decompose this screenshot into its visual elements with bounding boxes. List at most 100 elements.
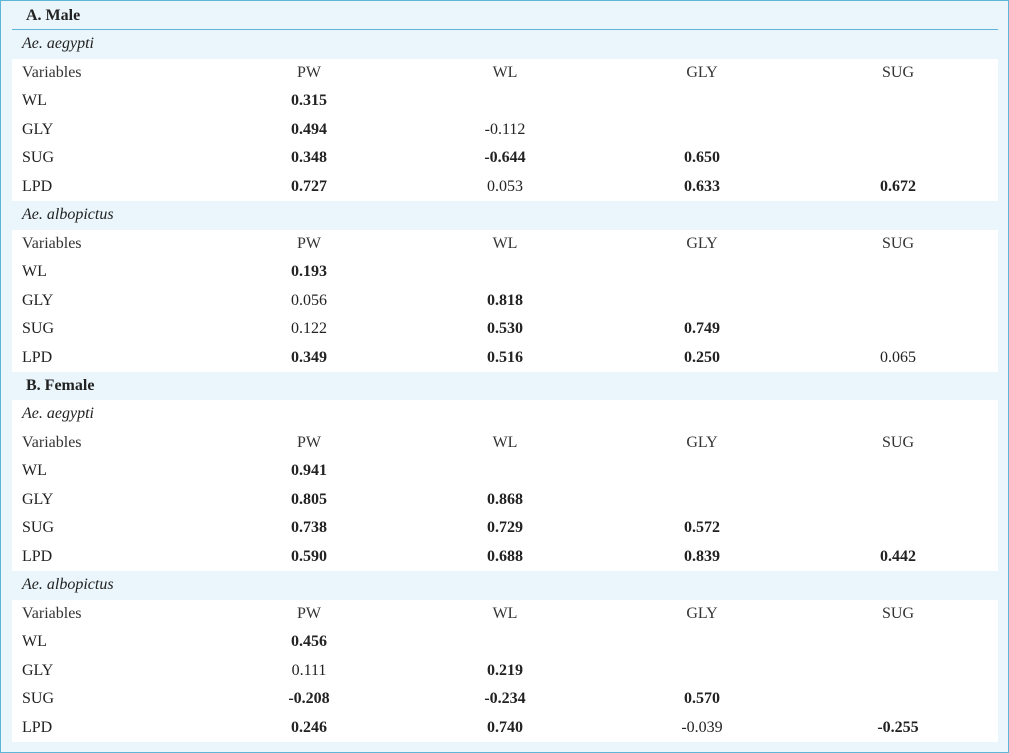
column-header-pw: PW	[297, 234, 321, 252]
row-label: GLY	[22, 661, 54, 679]
cell-wl: -0.112	[484, 120, 526, 138]
cell-gly: 0.839	[684, 547, 720, 565]
column-header-sug: SUG	[881, 433, 915, 451]
column-header-wl: WL	[492, 604, 518, 622]
table-row: GLY 0.805 0.868	[12, 485, 998, 514]
table-row: GLY 0.494 -0.112	[12, 115, 998, 144]
correlation-table: A. Male Ae. aegypti Variables PW WL GLY …	[12, 2, 998, 742]
table-row: GLY 0.056 0.818	[12, 286, 998, 315]
column-header-row: Variables PW WL GLY SUG	[12, 229, 998, 258]
cell-pw: 0.456	[291, 633, 327, 650]
cell-pw: 0.315	[291, 92, 327, 109]
cell-wl: 0.219	[487, 661, 523, 679]
column-header-wl: WL	[492, 433, 518, 451]
table-row: WL 0.941	[12, 457, 998, 486]
row-label: LPD	[22, 547, 53, 565]
row-label: WL	[22, 633, 47, 650]
row-label: LPD	[22, 348, 53, 366]
column-header-variables: Variables	[22, 604, 82, 622]
column-header-wl: WL	[492, 63, 518, 81]
cell-pw: 0.056	[291, 291, 327, 309]
cell-gly: 0.250	[684, 348, 720, 366]
species-row: Ae. aegypti	[12, 30, 998, 59]
column-header-sug: SUG	[881, 63, 915, 81]
row-label: WL	[22, 263, 47, 280]
table-row: LPD 0.590 0.688 0.839 0.442	[12, 542, 998, 571]
table-row: SUG -0.208 -0.234 0.570	[12, 685, 998, 714]
row-label: SUG	[22, 149, 55, 166]
species-name: Ae. aegypti	[22, 405, 94, 422]
row-label: GLY	[22, 490, 54, 508]
cell-gly: 0.749	[684, 320, 720, 337]
cell-pw: 0.122	[291, 320, 327, 337]
table-row: LPD 0.727 0.053 0.633 0.672	[12, 172, 998, 201]
cell-gly: 0.650	[684, 149, 720, 166]
cell-pw: 0.349	[291, 348, 327, 366]
column-header-pw: PW	[297, 433, 321, 451]
cell-pw: 0.941	[291, 462, 327, 479]
species-name: Ae. albopictus	[22, 206, 114, 223]
cell-wl: 0.868	[487, 490, 523, 508]
row-label: LPD	[22, 177, 53, 195]
cell-pw: 0.193	[291, 263, 327, 280]
table-row: LPD 0.349 0.516 0.250 0.065	[12, 343, 998, 372]
cell-gly: -0.039	[681, 718, 723, 736]
species-row: Ae. aegypti	[12, 400, 998, 429]
cell-gly: 0.572	[684, 519, 720, 536]
cell-wl: 0.740	[487, 718, 523, 736]
section-title: A. Male	[26, 7, 81, 24]
row-label: GLY	[22, 291, 54, 309]
section-title: B. Female	[26, 377, 95, 394]
column-header-gly: GLY	[686, 63, 718, 81]
cell-wl: 0.688	[487, 547, 523, 565]
row-label: SUG	[22, 320, 55, 337]
cell-wl: 0.516	[487, 348, 523, 366]
column-header-gly: GLY	[686, 234, 718, 252]
species-row: Ae. albopictus	[12, 201, 998, 230]
table-row: SUG 0.122 0.530 0.749	[12, 315, 998, 344]
row-label: LPD	[22, 718, 53, 736]
cell-wl: -0.234	[484, 690, 526, 707]
cell-wl: 0.818	[487, 291, 523, 309]
table-row: SUG 0.348 -0.644 0.650	[12, 144, 998, 173]
cell-pw: 0.111	[291, 661, 327, 679]
cell-pw: 0.590	[291, 547, 327, 565]
column-header-variables: Variables	[22, 63, 82, 81]
row-label: SUG	[22, 519, 55, 536]
row-label: GLY	[22, 120, 54, 138]
cell-pw: 0.738	[291, 519, 327, 536]
row-label: WL	[22, 462, 47, 479]
column-header-variables: Variables	[22, 433, 82, 451]
table-row: SUG 0.738 0.729 0.572	[12, 514, 998, 543]
cell-sug: 0.442	[880, 547, 916, 565]
cell-sug: -0.255	[877, 718, 919, 736]
column-header-row: Variables PW WL GLY SUG	[12, 58, 998, 87]
cell-wl: -0.644	[484, 149, 526, 166]
species-row: Ae. albopictus	[12, 571, 998, 600]
row-label: WL	[22, 92, 47, 109]
cell-pw: -0.208	[288, 690, 330, 707]
section-header-male: A. Male	[12, 2, 998, 30]
species-name: Ae. aegypti	[22, 35, 94, 52]
cell-pw: 0.805	[291, 490, 327, 508]
table-row: LPD 0.246 0.740 -0.039 -0.255	[12, 713, 998, 742]
cell-wl: 0.053	[487, 177, 523, 195]
cell-wl: 0.530	[487, 320, 523, 337]
column-header-variables: Variables	[22, 234, 82, 252]
column-header-pw: PW	[297, 63, 321, 81]
column-header-row: Variables PW WL GLY SUG	[12, 599, 998, 628]
cell-gly: 0.633	[684, 177, 720, 195]
column-header-sug: SUG	[881, 604, 915, 622]
cell-wl: 0.729	[487, 519, 523, 536]
column-header-pw: PW	[297, 604, 321, 622]
column-header-wl: WL	[492, 234, 518, 252]
column-header-gly: GLY	[686, 604, 718, 622]
table-row: WL 0.456	[12, 628, 998, 657]
cell-sug: 0.065	[880, 348, 916, 366]
column-header-sug: SUG	[881, 234, 915, 252]
row-label: SUG	[22, 690, 55, 707]
cell-pw: 0.494	[291, 120, 327, 138]
section-header-female: B. Female	[12, 372, 998, 400]
cell-pw: 0.246	[291, 718, 327, 736]
